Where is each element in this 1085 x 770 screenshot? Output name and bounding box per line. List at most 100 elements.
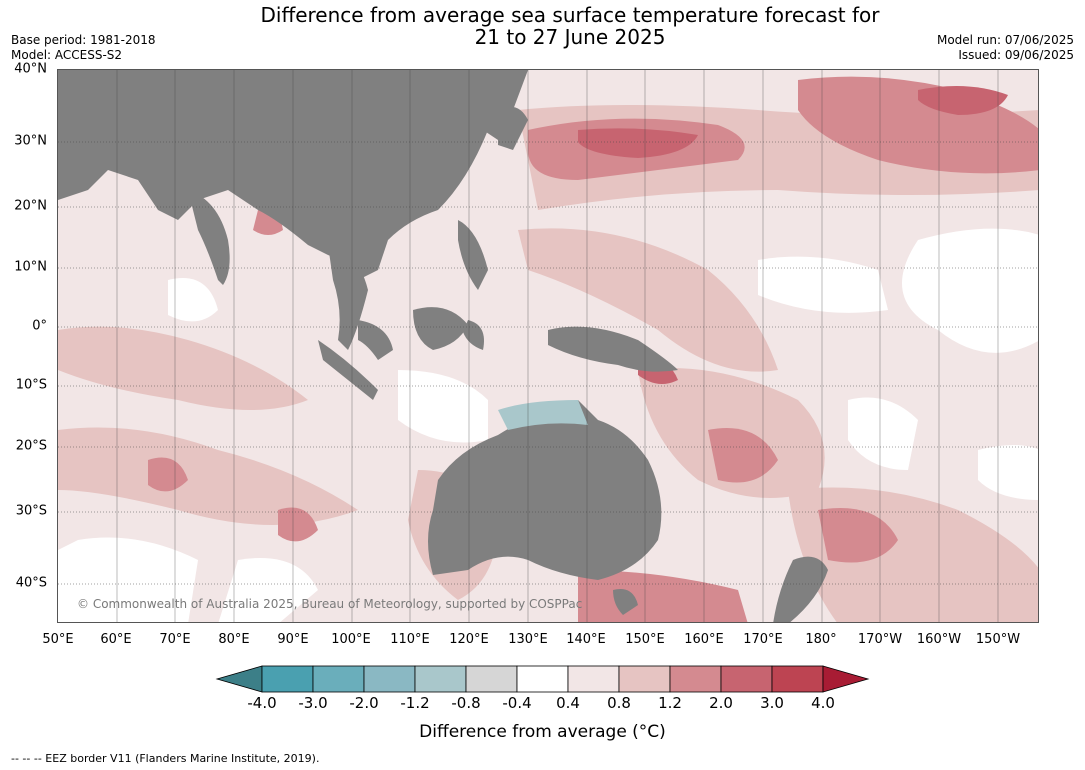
colorbar-tick-label: 2.0 [709, 694, 733, 712]
colorbar-tick-label: -0.8 [451, 694, 481, 712]
meta-right: Model run: 07/06/2025 Issued: 09/06/2025 [937, 33, 1074, 63]
colorbar-tick-label: -1.2 [400, 694, 430, 712]
issued-date: Issued: 09/06/2025 [958, 48, 1074, 62]
lon-gridlines [116, 70, 999, 622]
land-masses [58, 70, 828, 622]
lat-label: 10°N [14, 259, 47, 275]
base-period: Base period: 1981-2018 [11, 33, 156, 47]
colorbar-tick-label: -4.0 [247, 694, 277, 712]
japan-islands [498, 106, 528, 150]
lon-label: 170°W [857, 632, 903, 647]
colorbar-segment [312, 665, 365, 693]
anomaly-warm-band [58, 427, 358, 525]
lon-label: 140°E [566, 632, 606, 647]
lon-label: 110°E [390, 632, 430, 647]
lon-label: 160°W [916, 632, 962, 647]
philippines-islands [458, 220, 488, 290]
page-title: Difference from average sea surface temp… [0, 4, 1085, 48]
colorbar-segment [414, 665, 467, 693]
lat-label: 40°N [14, 61, 47, 77]
colorbar-segment [720, 665, 773, 693]
anomaly-near-average [398, 370, 488, 443]
anomaly-near-average [978, 445, 1038, 500]
colorbar-tick-label: 0.8 [607, 694, 631, 712]
lat-label: 30°S [15, 503, 47, 519]
anomaly-warm-band [518, 228, 778, 372]
colorbar-segment [567, 665, 620, 693]
lon-label: 100°E [331, 632, 371, 647]
lon-label: 60°E [100, 632, 132, 647]
colorbar-segment [363, 665, 416, 693]
anomaly-warm-medium [278, 507, 318, 542]
colorbar-tick-label: 1.2 [658, 694, 682, 712]
lon-label: 170°E [743, 632, 783, 647]
lon-label: 80°E [218, 632, 250, 647]
colorbar-segments [215, 665, 870, 693]
colorbar-tick-label: -3.0 [298, 694, 328, 712]
colorbar-segment [465, 665, 518, 693]
sst-anomaly-map [57, 69, 1039, 623]
sulawesi-island [463, 320, 484, 350]
anomaly-warm-medium [708, 428, 778, 483]
colorbar-tick-label: 3.0 [760, 694, 784, 712]
colorbar-segment [261, 665, 314, 693]
lon-label: 130°E [508, 632, 548, 647]
asia-landmass [58, 70, 488, 280]
colorbar-segment [516, 665, 569, 693]
anomaly-near-average [848, 397, 918, 470]
anomaly-near-average [58, 537, 198, 622]
colorbar-segment [618, 665, 671, 693]
lon-label: 90°E [277, 632, 309, 647]
lon-label: 120°E [449, 632, 489, 647]
anomaly-near-average [168, 278, 218, 322]
lon-label: 70°E [159, 632, 191, 647]
map-svg [58, 70, 1038, 622]
lat-label: 0° [32, 318, 47, 334]
lat-label: 10°S [15, 377, 47, 393]
anomaly-warm-band [58, 326, 308, 410]
colorbar-segment [669, 665, 722, 693]
malay-peninsula [358, 320, 393, 360]
lon-label: 150°E [625, 632, 665, 647]
colorbar-segment [771, 665, 824, 693]
lon-label: 50°E [42, 632, 74, 647]
tasmania-island [613, 589, 638, 615]
eez-note: -- -- -- EEZ border V11 (Flanders Marine… [11, 752, 320, 765]
colorbar [215, 665, 870, 693]
australia-landmass [428, 400, 662, 580]
colorbar-tick-label: 0.4 [556, 694, 580, 712]
copyright-notice: © Commonwealth of Australia 2025, Bureau… [77, 597, 583, 611]
anomaly-fills [58, 70, 1038, 622]
new-guinea-island [548, 326, 678, 372]
india-landmass [188, 190, 230, 285]
sumatra-island [318, 340, 378, 400]
lat-label: 30°N [14, 133, 47, 149]
lat-label: 20°S [15, 438, 47, 454]
anomaly-near-average [902, 228, 1038, 353]
colorbar-tick-label: -2.0 [349, 694, 379, 712]
colorbar-tick-label: -0.4 [502, 694, 532, 712]
anomaly-warm-strong [918, 86, 1008, 115]
colorbar-tick-label: 4.0 [811, 694, 835, 712]
lat-label: 20°N [14, 198, 47, 214]
colorbar-extend-low [215, 665, 263, 693]
anomaly-near-average [758, 256, 888, 313]
borneo-island [413, 307, 468, 350]
anomaly-warm-medium [148, 457, 188, 492]
lat-label: 40°S [15, 575, 47, 591]
model-run: Model run: 07/06/2025 [936, 33, 1074, 47]
anomaly-warm-strong [578, 128, 698, 158]
anomaly-warm-medium [818, 508, 898, 563]
title-line-2: 21 to 27 June 2025 [474, 25, 666, 49]
lon-label: 150°W [975, 632, 1021, 647]
cool-anomaly-coastal [498, 400, 588, 430]
colorbar-extend-high [822, 665, 870, 693]
lon-label: 180° [805, 632, 837, 647]
meta-left: Base period: 1981-2018 Model: ACCESS-S2 [11, 33, 156, 63]
lon-label: 160°E [684, 632, 724, 647]
model-name: Model: ACCESS-S2 [11, 48, 123, 62]
new-zealand-islands [773, 556, 828, 622]
colorbar-title: Difference from average (°C) [419, 722, 666, 742]
title-line-1: Difference from average sea surface temp… [260, 3, 880, 27]
korea-japan-region [478, 70, 528, 140]
